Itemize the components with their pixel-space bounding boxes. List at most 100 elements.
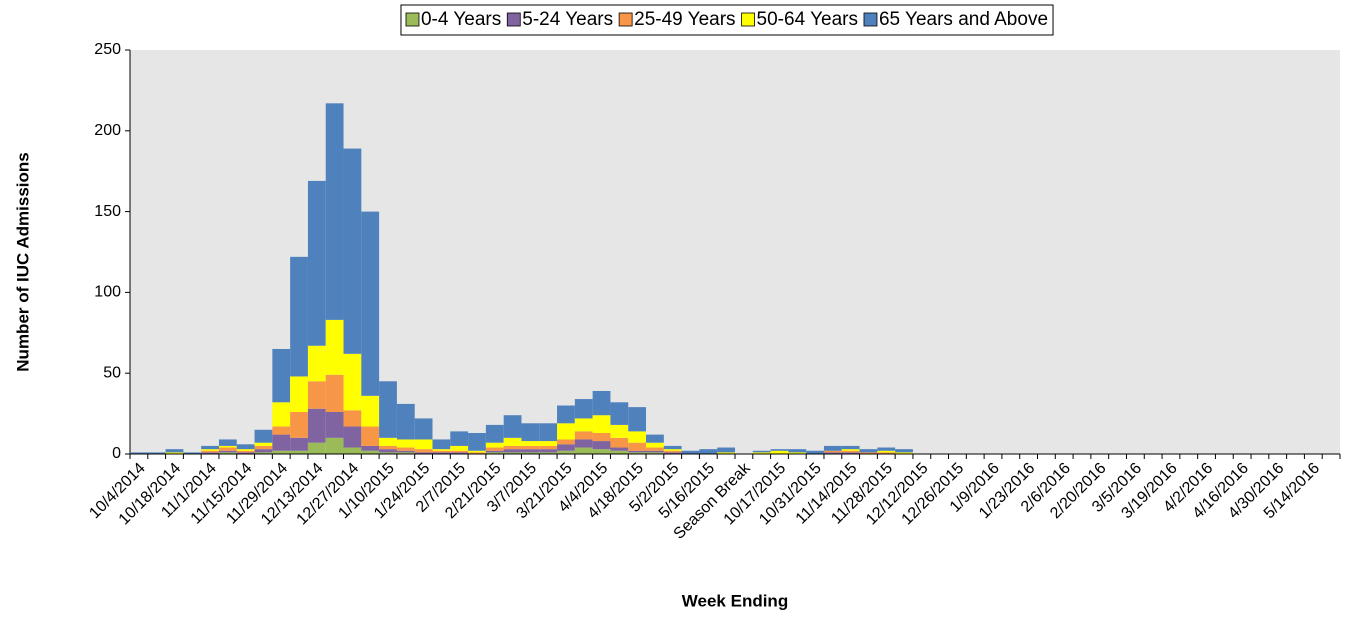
bar-segment [592,449,611,454]
bar-segment [361,445,380,451]
bar-segment [503,449,522,453]
bar-segment [343,148,362,354]
bar-segment [272,426,291,435]
bar-segment [272,434,291,451]
bar-segment [432,452,451,454]
bar-segment [325,103,344,320]
bar-segment [485,447,504,451]
bar-segment [539,423,558,442]
bar-segment [485,442,504,448]
bar-segment [254,442,273,446]
bar-segment [218,445,237,448]
bar-segment [307,381,326,409]
bar-segment [165,449,184,453]
legend-swatch [741,12,755,27]
bar-segment [521,452,540,454]
bar-segment [646,450,664,453]
bar-segment [877,450,896,453]
bar-segment [521,445,540,450]
bar-segment [681,450,700,454]
bar-segment [450,445,469,451]
bar-segment [806,450,824,454]
bar-segment [503,445,522,450]
bar-segment [307,442,326,454]
bar-segment [592,415,611,433]
bar-segment [788,452,807,454]
bar-segment [201,445,219,450]
bar-segment [557,444,575,451]
bar-segment [450,452,469,454]
legend-label: 25-49 Years [634,9,735,30]
bar-segment [396,447,415,451]
legend-swatch [618,12,633,27]
bar-segment [503,452,522,454]
bar-segment [592,432,611,442]
bar-segment [307,408,326,443]
bar-segment [557,450,575,454]
bar-segment [788,449,807,453]
bar-segment [414,452,433,454]
bar-segment [414,439,433,450]
bar-segment [468,450,486,453]
bar-segment [610,402,629,425]
y-tick-label: 150 [94,203,121,220]
bar-segment [841,450,860,453]
y-axis-title: Number of IUC Admissions [13,152,32,371]
bar-segment [218,439,237,446]
bar-segment [823,452,842,454]
legend-label: 50-64 Years [757,9,858,30]
bar-segment [325,411,344,438]
bar-segment [574,447,593,454]
legend-swatch [863,12,878,27]
bar-segment [521,423,540,442]
bar-segment [414,418,433,440]
bar-segment [574,418,593,432]
bar-segment [699,449,718,454]
bar-segment [628,452,647,454]
bar-segment [218,450,237,453]
bar-segment [663,450,682,453]
bar-segment [201,452,219,454]
bar-segment [379,381,397,438]
legend-label: 0-4 Years [421,9,501,30]
bar-segment [485,452,504,454]
bar-segment [165,452,184,454]
bar-segment [130,452,148,454]
bar-segment [290,411,308,438]
y-tick-label: 200 [94,122,121,139]
bar-segment [325,374,344,412]
bar-segment [770,450,789,454]
bar-segment [236,452,255,454]
bar-segment [396,403,415,440]
bar-segment [254,449,273,453]
bar-segment [361,426,380,446]
bar-segment [272,348,291,403]
bar-segment [272,402,291,427]
y-tick-label: 250 [94,41,121,58]
bar-segment [895,449,913,453]
legend-label: 5-24 Years [522,9,613,30]
bar-segment [254,429,273,443]
bar-segment [646,452,664,454]
bar-segment [379,437,397,446]
bar-segment [343,426,362,448]
bar-segment [557,423,575,440]
bar-segment [752,450,771,453]
bar-segment [503,415,522,438]
bar-segment [379,452,397,454]
bar-segment [610,450,629,454]
bar-segment [290,450,308,454]
bar-segment [877,452,896,454]
bar-segment [574,431,593,440]
bar-segment [823,450,842,453]
bar-segment [450,450,469,453]
bar-segment [201,449,219,451]
bar-segment [361,211,380,396]
bar-segment [539,445,558,450]
bar-segment [432,449,451,451]
bar-segment [592,441,611,450]
bar-segment [450,431,469,446]
bar-segment [147,452,166,454]
bar-segment [396,452,415,454]
